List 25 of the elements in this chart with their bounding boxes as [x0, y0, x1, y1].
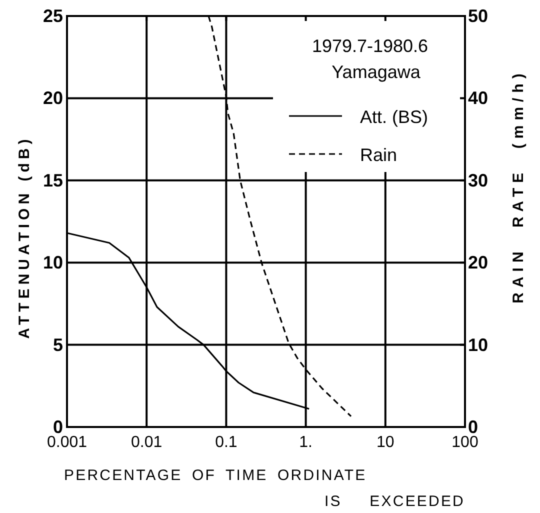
y2-tick-label: 10 — [468, 334, 488, 355]
y2-tick-label: 40 — [468, 88, 488, 108]
y-axis-title: ATTENUATION (dB) — [16, 135, 33, 339]
y2-axis-title: RAIN RATE (mm/h) — [510, 68, 527, 304]
y-tick-label: 25 — [42, 6, 63, 26]
legend-label: Att. (BS) — [360, 107, 428, 127]
x-tick-label: 0.01 — [131, 434, 162, 451]
y-tick-label: 10 — [42, 252, 63, 273]
y-tick-label: 5 — [52, 334, 63, 355]
y2-tick-label: 50 — [468, 6, 488, 26]
x-tick-label: 1. — [299, 434, 312, 451]
text: 1979.7-1980.6 — [312, 36, 428, 56]
legend-label: Rain — [360, 145, 398, 165]
x-tick-label: 100 — [452, 434, 478, 451]
y-tick-label: 0 — [52, 417, 63, 437]
y-tick-label: 15 — [42, 170, 63, 190]
x-tick-label: 0.001 — [46, 434, 88, 451]
y2-tick-label: 30 — [468, 170, 488, 190]
x-tick-label: 0.1 — [215, 434, 238, 451]
y-tick-label: 20 — [42, 88, 63, 108]
x-tick-label: 10 — [376, 434, 394, 451]
x-axis-title: PERCENTAGE OF TIME ORDINATE IS EXCEEDED — [64, 467, 465, 510]
text: Yamagawa — [332, 62, 422, 82]
y2-tick-label: 20 — [468, 252, 488, 273]
y2-tick-label: 0 — [468, 417, 478, 437]
